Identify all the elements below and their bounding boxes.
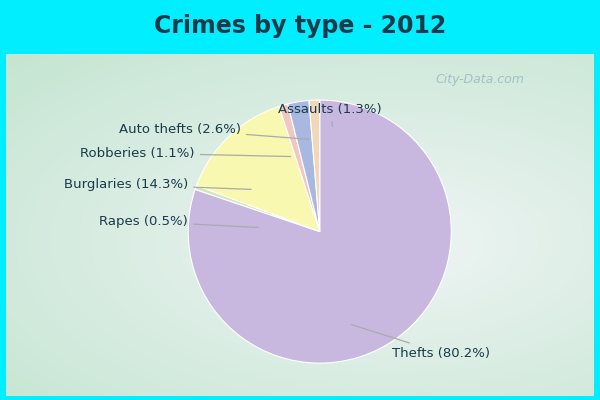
Wedge shape [279,104,320,232]
Text: City-Data.com: City-Data.com [436,74,524,86]
Text: Rapes (0.5%): Rapes (0.5%) [100,215,258,228]
Text: Thefts (80.2%): Thefts (80.2%) [352,324,490,360]
Text: Robberies (1.1%): Robberies (1.1%) [80,147,290,160]
Text: Assaults (1.3%): Assaults (1.3%) [278,103,382,126]
Wedge shape [288,100,320,232]
Wedge shape [188,100,451,363]
Text: Auto thefts (2.6%): Auto thefts (2.6%) [119,123,309,139]
Text: Burglaries (14.3%): Burglaries (14.3%) [64,178,251,191]
Wedge shape [197,106,320,232]
Wedge shape [309,100,320,232]
Wedge shape [195,186,320,232]
Text: Crimes by type - 2012: Crimes by type - 2012 [154,14,446,38]
